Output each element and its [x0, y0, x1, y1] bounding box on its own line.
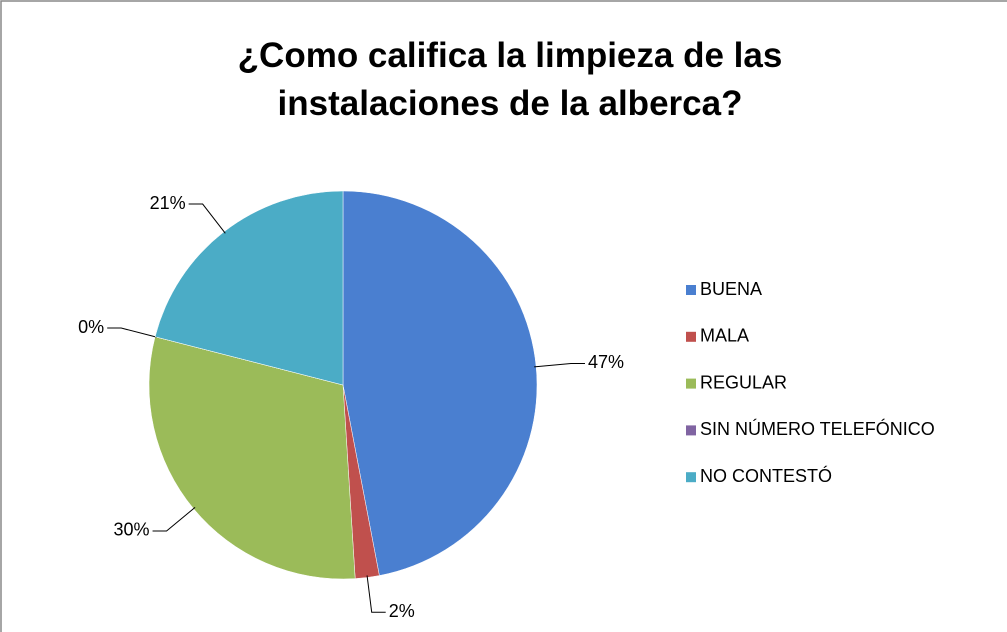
data-label: 30%: [114, 520, 150, 540]
legend-swatch: [686, 378, 696, 389]
legend-swatch: [686, 472, 696, 483]
legend-label: NO CONTESTÓ: [700, 465, 832, 486]
leader-line: [534, 362, 585, 368]
data-label: 21%: [150, 193, 186, 213]
leader-line: [366, 575, 386, 613]
legend-label: REGULAR: [700, 372, 787, 392]
legend-label: SIN NÚMERO TELEFÓNICO: [700, 418, 935, 439]
legend-label: MALA: [700, 326, 749, 346]
chart-title: ¿Como califica la limpieza de las instal…: [237, 36, 783, 123]
leader-line: [107, 327, 158, 338]
legend-swatch: [686, 425, 696, 436]
leader-line: [152, 507, 196, 532]
data-label: 47%: [588, 352, 624, 372]
leader-line: [188, 203, 226, 234]
data-label: 0%: [78, 317, 104, 337]
data-label: 2%: [389, 601, 415, 621]
legend-swatch: [686, 331, 696, 342]
legend-label: BUENA: [700, 279, 762, 299]
legend-swatch: [686, 285, 696, 295]
